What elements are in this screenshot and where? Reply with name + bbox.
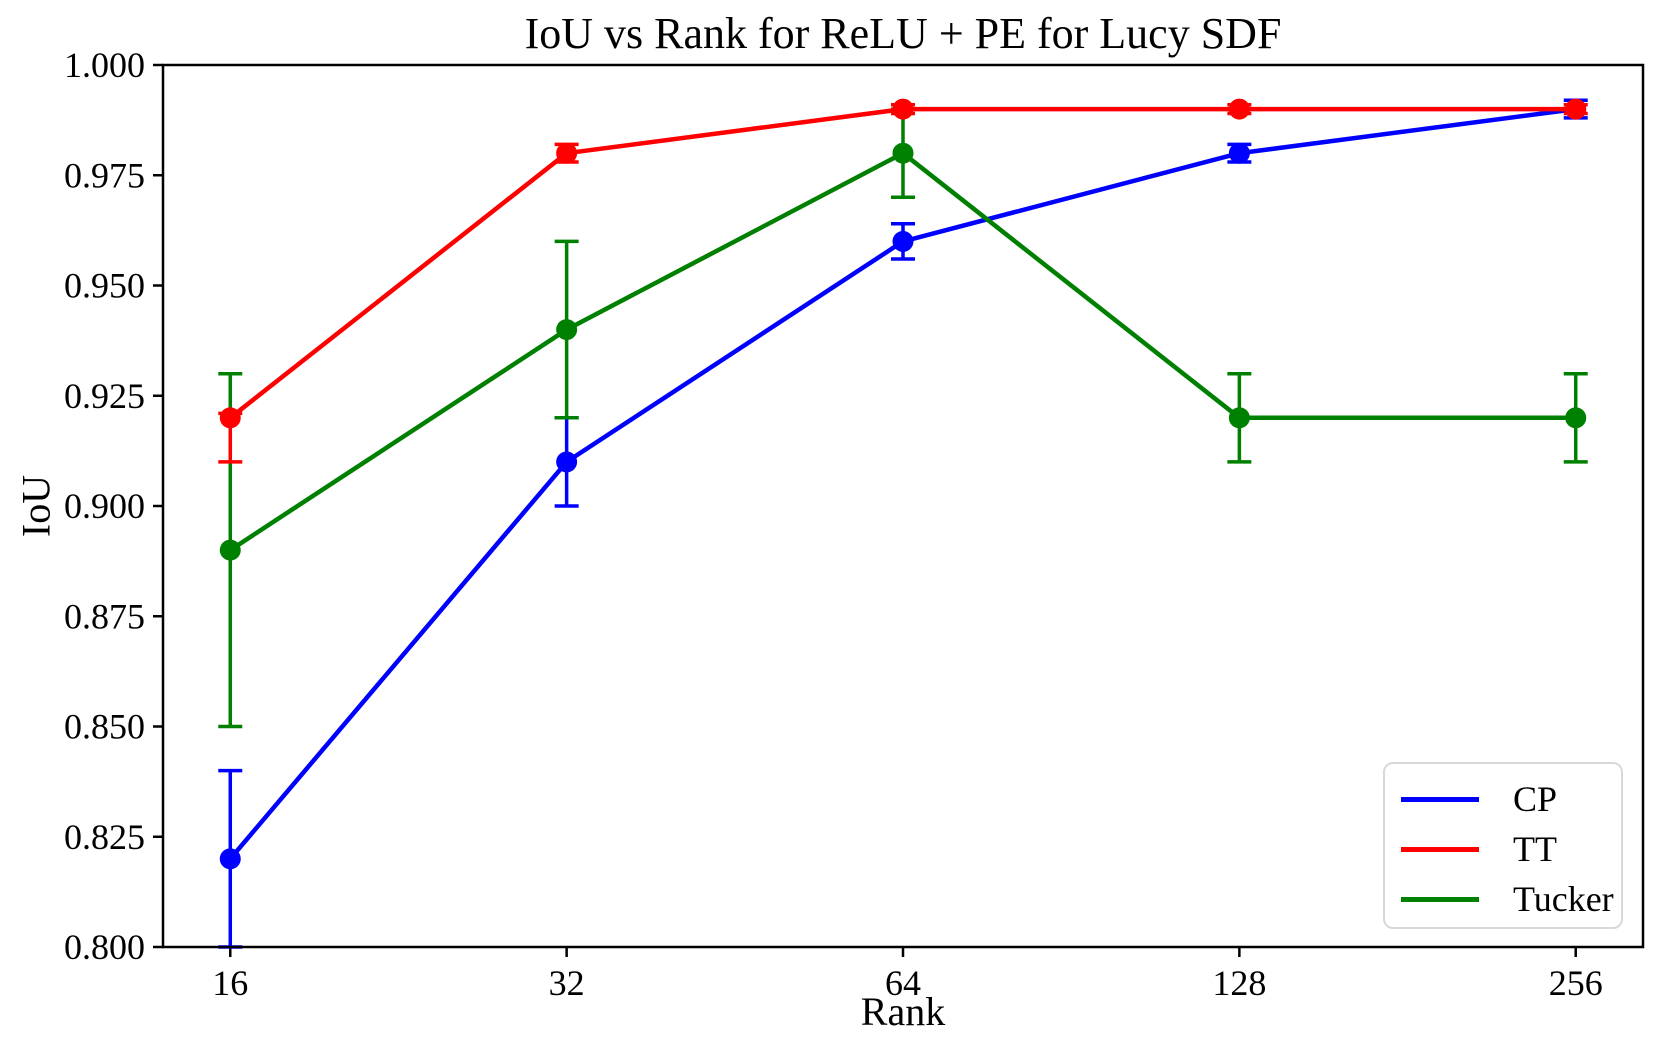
legend-item-tt: TT [1401,824,1621,874]
data-point-marker-tt [219,407,241,429]
legend-item-cp: CP [1401,774,1621,824]
data-point-marker-tt [892,98,914,120]
data-point-marker-tt [1228,98,1250,120]
chart-title: IoU vs Rank for ReLU + PE for Lucy SDF [524,9,1282,58]
series-line-tucker [228,150,1578,553]
data-point-marker-tucker [1228,407,1250,429]
legend-label-cp: CP [1513,779,1558,819]
x-tick-label: 16 [212,963,248,1003]
data-point-marker-tt [556,142,578,164]
y-tick-label: 0.825 [64,817,145,857]
data-point-marker-cp [892,230,914,252]
y-tick-label: 0.950 [64,266,145,306]
data-point-marker-tucker [892,142,914,164]
data-point-marker-cp [1228,142,1250,164]
y-tick-label: 1.000 [64,45,145,85]
y-tick-label: 0.800 [64,927,145,967]
data-point-marker-cp [219,848,241,870]
data-point-marker-cp [556,451,578,473]
y-tick-label: 0.975 [64,155,145,195]
legend: CP TT Tucker [1383,762,1623,929]
x-tick-label: 256 [1549,963,1603,1003]
legend-line-swatch-tucker [1401,896,1479,902]
legend-line-swatch-tt [1401,846,1479,852]
x-tick-label: 128 [1212,963,1266,1003]
y-axis-label: IoU [13,474,59,538]
legend-line-swatch-cp [1401,796,1479,802]
y-tick-label: 0.900 [64,486,145,526]
x-tick-label: 64 [885,963,921,1003]
series-line-cp [228,106,1578,862]
plot-border [161,63,1645,949]
x-axis-label: Rank [860,989,946,1034]
y-tick-label: 0.875 [64,596,145,636]
legend-label-tucker: Tucker [1513,879,1614,919]
y-tick-label: 0.925 [64,376,145,416]
legend-item-tucker: Tucker [1401,874,1621,924]
data-point-marker-tucker [1565,407,1587,429]
data-point-marker-tucker [219,539,241,561]
data-point-marker-tucker [556,319,578,341]
y-tick-label: 0.850 [64,707,145,747]
legend-label-tt: TT [1513,829,1557,869]
x-tick-label: 32 [549,963,585,1003]
data-point-marker-tt [1565,98,1587,120]
